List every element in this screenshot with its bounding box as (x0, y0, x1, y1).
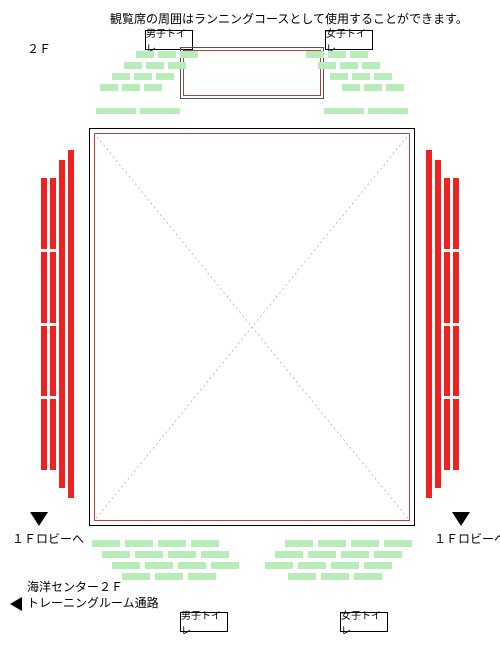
seat-block (158, 540, 186, 547)
seat-block (155, 573, 183, 580)
lobby-label-left: １Ｆロビーへ (12, 530, 84, 547)
seat-block (364, 84, 382, 91)
seat-block (444, 252, 450, 323)
floorplan-stage: 観覧席の周囲はランニングコースとして使用することができます。 ２Ｆ 男子トイレ … (0, 0, 500, 668)
seat-block (354, 573, 382, 580)
seat-block (350, 51, 368, 58)
seat-block (125, 540, 153, 547)
seat-block (41, 326, 47, 397)
seat-block (298, 562, 326, 569)
seat-block (168, 551, 196, 558)
seat-block (364, 562, 392, 569)
seat-block (321, 573, 349, 580)
seat-block (453, 252, 459, 323)
seat-block (156, 73, 174, 80)
seat-block (41, 399, 47, 470)
seat-block (384, 540, 412, 547)
seat-block (324, 108, 364, 114)
seat-block (188, 573, 216, 580)
restroom-male-bottom: 男子トイレ (180, 612, 228, 632)
seat-block (362, 62, 380, 69)
seat-block (306, 51, 324, 58)
seat-block (201, 551, 229, 558)
seat-block (340, 62, 358, 69)
stage-box-inner (183, 50, 321, 96)
center-arrow-icon (10, 597, 22, 611)
seat-block (368, 108, 408, 114)
seat-block (211, 562, 239, 569)
seat-block (100, 84, 118, 91)
seat-block (328, 51, 346, 58)
center-label-2: トレーニングルーム通路 (27, 594, 159, 611)
center-label-1: 海洋センター２Ｆ (27, 578, 123, 595)
seat-block (342, 84, 360, 91)
seat-block (178, 562, 206, 569)
seat-block (50, 399, 56, 470)
seat-block (191, 540, 219, 547)
seat-block (453, 326, 459, 397)
seat-block (145, 562, 173, 569)
seat-block (318, 62, 336, 69)
seat-block (59, 160, 65, 488)
seat-block (122, 573, 150, 580)
seat-block (50, 178, 56, 249)
lobby-arrow-right-icon (452, 512, 470, 526)
seat-block (122, 84, 140, 91)
seat-block (453, 178, 459, 249)
seat-block (136, 51, 154, 58)
lobby-label-right: １Ｆロビーへ (434, 530, 500, 547)
seat-block (112, 562, 140, 569)
seat-block (352, 73, 370, 80)
seat-block (330, 73, 348, 80)
seat-block (124, 62, 142, 69)
seat-block (435, 160, 441, 488)
seat-block (351, 540, 379, 547)
seat-block (318, 540, 346, 547)
seat-block (158, 51, 176, 58)
floor-label: ２Ｆ (27, 40, 51, 57)
seat-block (50, 326, 56, 397)
seat-block (180, 51, 198, 58)
seat-block (140, 108, 180, 114)
seat-block (135, 551, 163, 558)
seat-block (444, 399, 450, 470)
seat-block (444, 326, 450, 397)
court-inner (94, 133, 410, 521)
seat-block (374, 73, 392, 80)
restroom-female-bottom: 女子トイレ (340, 612, 388, 632)
seat-block (331, 562, 359, 569)
seat-block (265, 562, 293, 569)
seat-block (96, 108, 136, 114)
seat-block (134, 73, 152, 80)
seat-block (168, 62, 186, 69)
seat-block (285, 540, 313, 547)
seat-block (92, 540, 120, 547)
seat-block (341, 551, 369, 558)
seat-block (112, 73, 130, 80)
seat-block (275, 551, 303, 558)
seat-block (68, 150, 74, 498)
seat-block (386, 84, 404, 91)
seat-block (146, 62, 164, 69)
restroom-label: 男子トイレ (181, 607, 227, 637)
seat-block (41, 252, 47, 323)
restroom-label: 女子トイレ (341, 607, 387, 637)
seat-block (41, 178, 47, 249)
seat-block (102, 551, 130, 558)
seat-block (453, 399, 459, 470)
seat-block (426, 150, 432, 498)
seat-block (374, 551, 402, 558)
seat-block (288, 573, 316, 580)
seat-block (144, 84, 162, 91)
seat-block (444, 178, 450, 249)
seat-block (308, 551, 336, 558)
seat-block (50, 252, 56, 323)
lobby-arrow-left-icon (30, 512, 48, 526)
restroom-female-top: 女子トイレ (325, 30, 373, 50)
